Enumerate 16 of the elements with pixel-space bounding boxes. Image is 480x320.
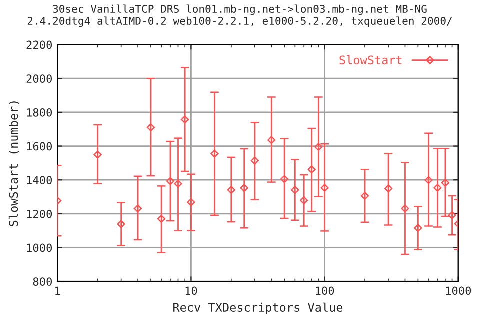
chart-title: 30sec VanillaTCP DRS lon01.mb-ng.net->lon03.mb-ng.net MB-NG 2.4.20dtg4 altAIMD-0.2 web100-2.2.1, e1000-5.2.20, txqueuelen 2000/	[28, 4, 452, 28]
y-axis-title: SlowStart (number)	[8, 102, 20, 226]
x-axis-title: Recv TXDescriptors Value	[174, 302, 343, 314]
y-tick-label: 2200	[26, 40, 52, 50]
y-tick-label: 1400	[27, 176, 52, 185]
y-tick-label: 1600	[27, 142, 52, 151]
legend-label: SlowStart	[340, 55, 402, 65]
y-tick-label: 1800	[27, 108, 52, 117]
y-tick-label: 1000	[27, 244, 52, 252]
y-tick-label: 1200	[27, 210, 52, 218]
x-tick-label: 10	[186, 286, 198, 296]
x-tick-label: 1000	[446, 286, 472, 296]
y-tick-label: 800	[33, 278, 52, 286]
y-tick-label: 2000	[26, 74, 52, 84]
x-tick-label: 100	[316, 286, 334, 296]
x-tick-label: 1	[56, 286, 60, 295]
